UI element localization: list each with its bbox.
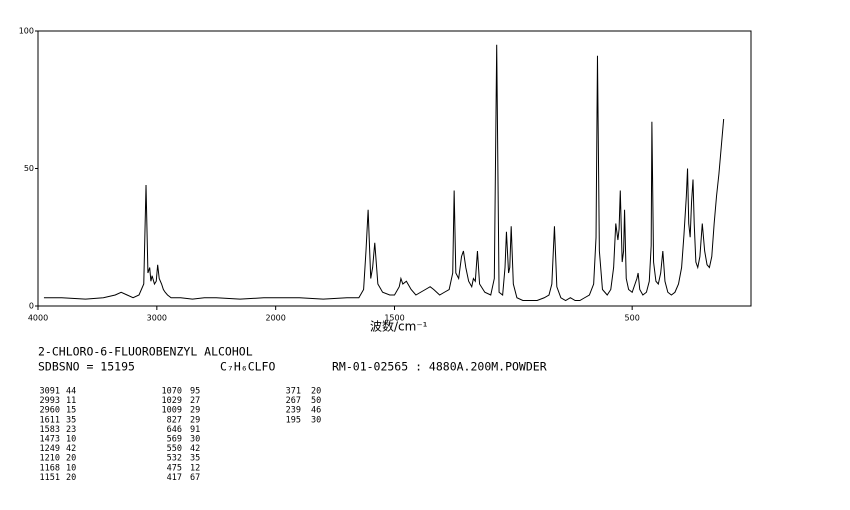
- peak-intensity: 29: [190, 406, 200, 416]
- peak-wavenumber: 1029: [162, 396, 182, 406]
- peak-wavenumber: 195: [286, 415, 301, 425]
- peak-intensity: 20: [66, 454, 76, 464]
- spectrum-line: [43, 44, 725, 302]
- peak-wavenumber: 1473: [40, 435, 60, 445]
- x-tick-label: 500: [625, 314, 640, 323]
- peak-intensity: 35: [190, 454, 200, 464]
- peak-intensity: 42: [66, 444, 76, 454]
- peak-intensity: 12: [190, 463, 200, 473]
- peak-wavenumber: 475: [167, 463, 182, 473]
- peak-intensity: 10: [66, 463, 76, 473]
- peak-wavenumber: 239: [286, 406, 301, 416]
- peak-intensity: 30: [311, 415, 321, 425]
- peak-wavenumber: 267: [286, 396, 301, 406]
- peak-intensity: 67: [190, 473, 200, 483]
- conditions: RM-01-02565 : 4880A.200M.POWDER: [332, 360, 547, 374]
- peak-intensity: 23: [66, 425, 76, 435]
- peak-intensity: 20: [66, 473, 76, 483]
- peak-wavenumber: 3091: [40, 387, 60, 397]
- peak-intensity: 29: [190, 415, 200, 425]
- peak-wavenumber: 532: [167, 454, 182, 464]
- peak-wavenumber: 2993: [40, 396, 60, 406]
- peak-wavenumber: 417: [167, 473, 182, 483]
- peak-intensity: 11: [66, 396, 76, 406]
- peak-intensity: 15: [66, 406, 76, 416]
- peak-intensity: 44: [66, 387, 76, 397]
- compound-name: 2-CHLORO-6-FLUOROBENZYL ALCOHOL: [38, 345, 253, 359]
- peak-wavenumber: 1151: [40, 473, 60, 483]
- formula: C₇H₆CLFO: [220, 360, 275, 374]
- plot-frame: [37, 30, 752, 307]
- x-tick-label: 1500: [384, 314, 404, 323]
- peak-wavenumber: 1070: [162, 387, 182, 397]
- peak-intensity: 42: [190, 444, 200, 454]
- peak-wavenumber: 1249: [40, 444, 60, 454]
- peak-wavenumber: 1210: [40, 454, 60, 464]
- peak-wavenumber: 550: [167, 444, 182, 454]
- peak-wavenumber: 827: [167, 415, 182, 425]
- peak-intensity: 95: [190, 387, 200, 397]
- peak-wavenumber: 1009: [162, 406, 182, 416]
- x-tick-label: 2000: [265, 314, 285, 323]
- peak-intensity: 91: [190, 425, 200, 435]
- peak-intensity: 30: [190, 435, 200, 445]
- peak-wavenumber: 1168: [40, 463, 60, 473]
- peak-intensity: 50: [311, 396, 321, 406]
- y-tick-label: 50: [24, 164, 34, 173]
- x-tick-label: 3000: [147, 314, 167, 323]
- peak-wavenumber: 1611: [40, 415, 60, 425]
- x-axis-label: 波数/cm⁻¹: [370, 319, 428, 334]
- peak-wavenumber: 646: [167, 425, 182, 435]
- sdbs-number: SDBSNO = 15195: [38, 360, 135, 374]
- x-tick-label: 4000: [28, 314, 48, 323]
- peak-wavenumber: 2960: [40, 406, 60, 416]
- y-tick-label: 0: [29, 302, 34, 311]
- peak-wavenumber: 1583: [40, 425, 60, 435]
- peak-wavenumber: 569: [167, 435, 182, 445]
- peak-intensity: 20: [311, 387, 321, 397]
- peak-intensity: 27: [190, 396, 200, 406]
- peak-intensity: 46: [311, 406, 321, 416]
- peak-wavenumber: 371: [286, 387, 301, 397]
- peak-intensity: 10: [66, 435, 76, 445]
- peak-intensity: 35: [66, 415, 76, 425]
- y-tick-label: 100: [19, 27, 34, 36]
